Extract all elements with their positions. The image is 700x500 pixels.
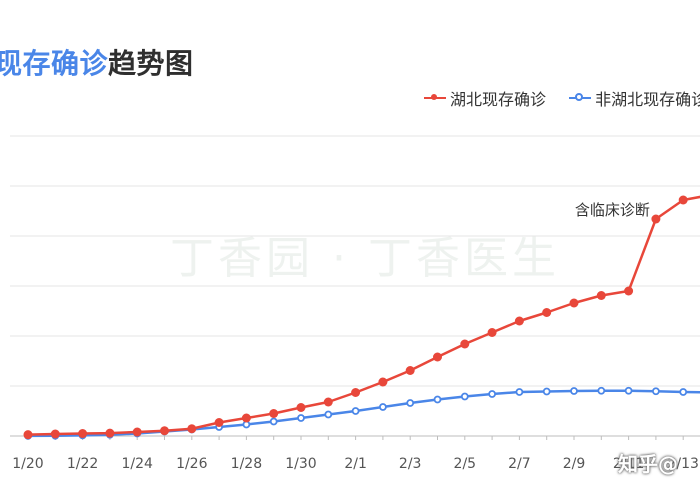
data-point-hubei: [23, 430, 33, 440]
zhihu-watermark: 知乎@: [618, 452, 678, 476]
data-point-non-hubei: [460, 392, 469, 401]
x-tick-label: 2/9: [563, 456, 586, 472]
x-tick-label: 2/5: [454, 456, 477, 472]
chart-legend: 湖北现存确诊 非湖北现存确诊: [424, 86, 700, 110]
chart-title: 现存确诊趋势图: [0, 42, 194, 82]
data-point-hubei: [160, 426, 169, 436]
legend-item-non-hubei[interactable]: 非湖北现存确诊: [569, 86, 700, 110]
data-point-non-hubei: [515, 388, 524, 396]
annotation-label: 含临床诊断: [575, 201, 650, 219]
data-point-hubei: [542, 308, 552, 317]
data-point-hubei: [323, 397, 333, 407]
data-point-non-hubei: [542, 387, 551, 396]
x-tick-label: 2/1: [344, 456, 367, 472]
x-tick-label: 2/13: [667, 456, 698, 472]
data-point-hubei: [487, 328, 497, 337]
legend-marker-non-hubei: [569, 92, 592, 104]
data-point-hubei: [132, 427, 142, 437]
data-point-hubei: [678, 195, 688, 205]
x-tick-label: 1/22: [67, 456, 98, 472]
data-point-hubei: [351, 388, 361, 397]
data-point-hubei: [569, 298, 579, 308]
x-tick-label: 1/28: [231, 456, 262, 472]
legend-label-hubei: 湖北现存确诊: [450, 90, 547, 109]
x-tick-label: 2/3: [399, 456, 422, 472]
dxy-watermark: 丁香园 · 丁香医生: [170, 233, 560, 284]
data-point-non-hubei: [624, 386, 633, 395]
data-point-hubei: [460, 339, 470, 349]
x-tick-label: 2/11: [613, 456, 644, 472]
data-point-hubei: [241, 413, 251, 423]
data-point-hubei: [624, 286, 634, 296]
data-point-non-hubei: [378, 403, 387, 411]
data-point-non-hubei: [351, 407, 360, 415]
data-point-hubei: [651, 214, 661, 224]
series-line-hubei: [27, 195, 700, 436]
x-tick-label: 2/7: [508, 456, 531, 472]
x-tick-label: 1/24: [121, 456, 153, 472]
data-point-non-hubei: [679, 388, 688, 396]
data-point-hubei: [269, 409, 279, 418]
data-point-hubei: [187, 424, 197, 434]
data-point-non-hubei: [324, 410, 333, 419]
data-point-non-hubei: [297, 414, 305, 422]
data-point-non-hubei: [433, 395, 442, 404]
x-tick-label: 1/20: [12, 456, 43, 472]
data-point-hubei: [433, 352, 442, 362]
data-point-hubei: [596, 291, 606, 300]
legend-marker-hubei: [424, 92, 446, 104]
data-point-hubei: [296, 403, 306, 412]
data-point-hubei: [78, 429, 88, 439]
legend-label-non-hubei: 非湖北现存确诊: [595, 90, 700, 109]
x-tick-label: 1/26: [176, 456, 208, 472]
data-point-non-hubei: [597, 386, 606, 395]
data-point-hubei: [50, 429, 60, 439]
data-point-non-hubei: [406, 399, 415, 407]
legend-item-hubei[interactable]: 湖北现存确诊: [424, 86, 546, 110]
title-rest: 趋势图: [108, 47, 194, 80]
data-point-hubei: [514, 316, 524, 326]
data-point-non-hubei: [652, 387, 660, 396]
title-highlight: 现存确诊: [0, 47, 109, 80]
series-line-non-hubei: [27, 389, 700, 438]
x-tick-label: 1/30: [285, 456, 316, 472]
data-point-hubei: [105, 428, 115, 438]
data-point-hubei: [405, 366, 415, 375]
data-point-non-hubei: [488, 390, 497, 398]
data-point-hubei: [378, 377, 388, 387]
data-point-non-hubei: [570, 387, 578, 395]
data-point-hubei: [214, 418, 224, 427]
data-point-non-hubei: [269, 417, 278, 426]
